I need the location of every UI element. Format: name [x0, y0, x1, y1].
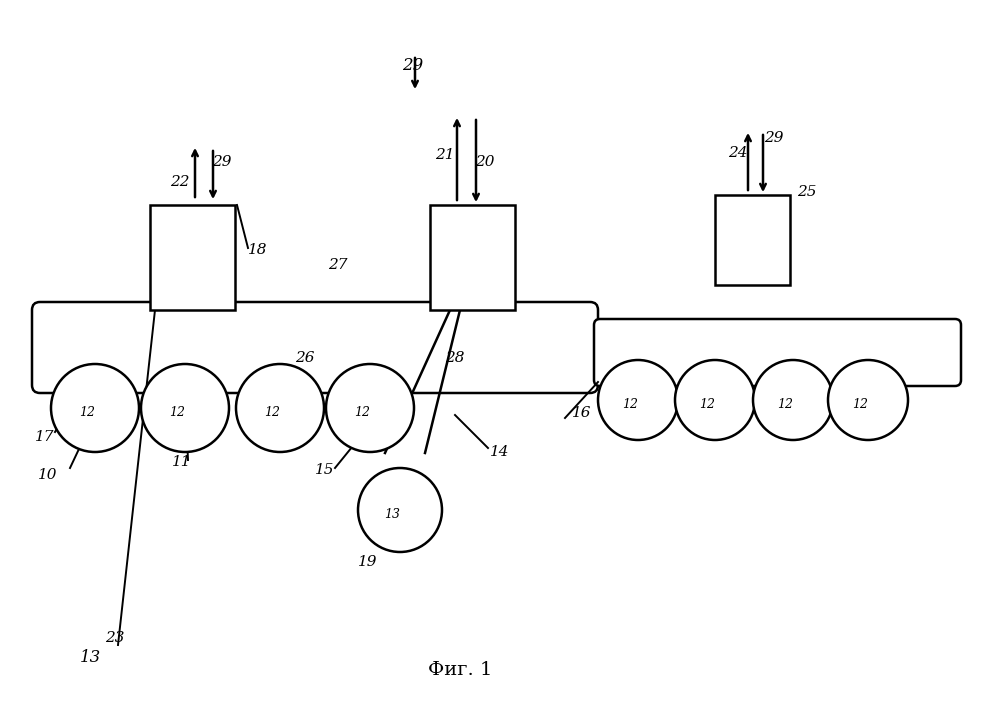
Text: 28: 28	[445, 351, 464, 365]
Text: 12: 12	[264, 406, 280, 418]
Circle shape	[51, 364, 139, 452]
Text: 27: 27	[328, 258, 348, 272]
Text: 25: 25	[797, 185, 816, 199]
Text: 12: 12	[622, 398, 638, 411]
Text: 29: 29	[212, 155, 232, 169]
Bar	[150, 205, 235, 310]
Text: 26: 26	[295, 351, 314, 365]
Text: 12: 12	[852, 398, 868, 411]
Circle shape	[236, 364, 324, 452]
Text: 12: 12	[354, 406, 370, 418]
Text: 13: 13	[80, 650, 101, 666]
Text: 19: 19	[358, 555, 378, 569]
Text: 20: 20	[475, 155, 494, 169]
FancyBboxPatch shape	[32, 302, 598, 393]
Circle shape	[598, 360, 678, 440]
Circle shape	[675, 360, 755, 440]
Text: 12: 12	[699, 398, 715, 411]
Circle shape	[326, 364, 414, 452]
Text: 18: 18	[248, 243, 268, 257]
Circle shape	[828, 360, 908, 440]
Text: Фиг. 1: Фиг. 1	[428, 661, 492, 679]
Text: 15: 15	[315, 463, 334, 477]
Text: 21: 21	[435, 148, 454, 162]
Text: 13: 13	[384, 508, 400, 521]
Text: 12: 12	[777, 398, 793, 411]
Text: 29: 29	[402, 56, 423, 74]
Text: 12: 12	[79, 406, 95, 418]
Bar	[715, 195, 790, 285]
Circle shape	[753, 360, 833, 440]
Text: 17: 17	[35, 430, 54, 444]
Bar	[430, 205, 515, 310]
FancyBboxPatch shape	[594, 319, 961, 386]
Text: 11: 11	[172, 455, 192, 469]
Text: 22: 22	[170, 175, 190, 189]
Text: 10: 10	[38, 468, 58, 482]
Text: 29: 29	[764, 131, 784, 145]
Text: 24: 24	[728, 146, 748, 160]
Circle shape	[141, 364, 229, 452]
Text: 23: 23	[105, 631, 124, 645]
Text: 12: 12	[169, 406, 185, 418]
Text: 16: 16	[572, 406, 592, 420]
Text: 14: 14	[490, 445, 510, 459]
Circle shape	[358, 468, 442, 552]
